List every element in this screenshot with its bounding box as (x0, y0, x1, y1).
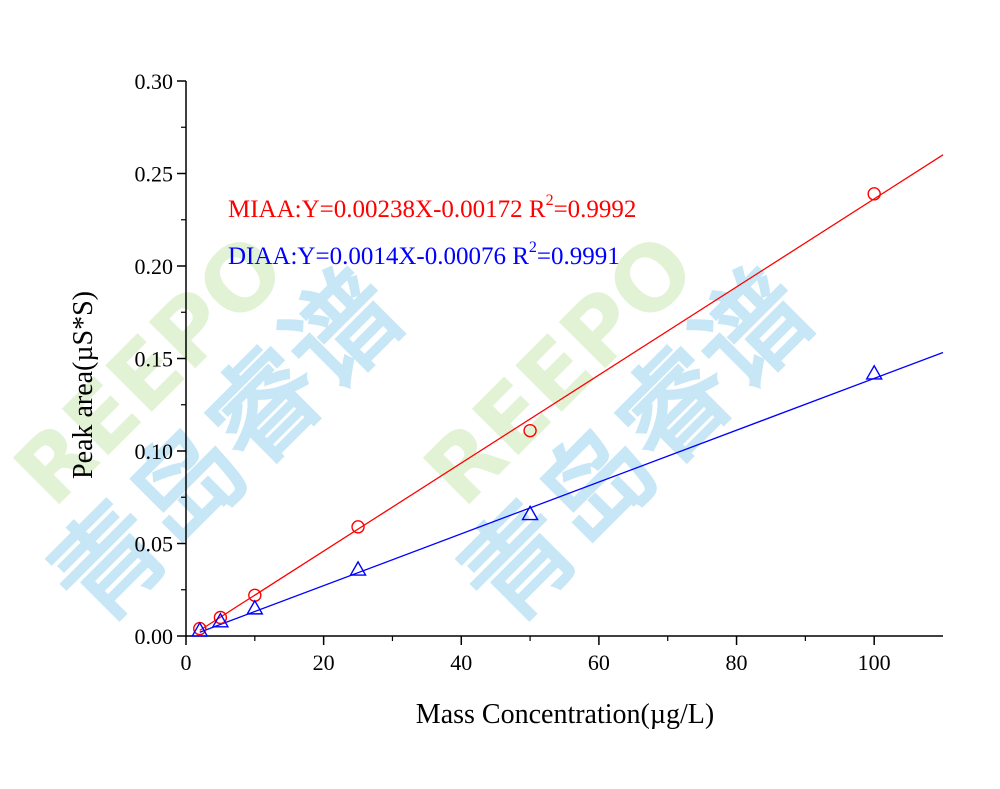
diaa-equation: DIAA:Y=0.0014X-0.00076 R2=0.9991 (228, 239, 620, 270)
x-ticks: 0 20 40 60 80 100 (181, 636, 891, 675)
diaa-point (246, 599, 264, 615)
miaa-point (867, 187, 881, 201)
x-tick-label: 20 (313, 650, 335, 675)
axes: 0 20 40 60 80 100 0.00 0.05 0.10 0.15 0.20 0.25 0.3… (135, 69, 943, 675)
diaa-point (349, 560, 367, 576)
y-tick-label: 0.15 (135, 347, 174, 372)
y-axis-title: Peak area(µS*S) (68, 291, 99, 479)
miaa-point (213, 610, 228, 625)
y-tick-label: 0.00 (135, 624, 174, 649)
miaa-point (193, 621, 207, 636)
x-tick-label: 60 (588, 650, 610, 675)
miaa-r2-superscript: 2 (546, 192, 554, 209)
diaa-r2-superscript: 2 (529, 239, 537, 256)
miaa-fit-line (199, 154, 944, 631)
y-tick-label: 0.20 (135, 254, 174, 279)
diaa-point (865, 364, 883, 380)
miaa-equation: MIAA:Y=0.00238X-0.00172 R2=0.9992 (228, 192, 636, 223)
y-ticks: 0.00 0.05 0.10 0.15 0.20 0.25 0.30 (135, 69, 186, 649)
miaa-point (523, 423, 537, 438)
fit-lines (199, 154, 944, 633)
y-tick-label: 0.10 (135, 439, 174, 464)
diaa-fit-line (199, 351, 944, 633)
y-tick-label: 0.30 (135, 69, 174, 94)
diaa-point (211, 612, 230, 628)
x-tick-label: 0 (181, 650, 192, 675)
x-tick-label: 80 (726, 650, 748, 675)
x-tick-label: 40 (450, 650, 472, 675)
y-tick-label: 0.05 (135, 532, 174, 557)
data-markers (191, 187, 883, 637)
x-tick-label: 100 (858, 650, 891, 675)
y-tick-label: 0.25 (135, 162, 174, 187)
miaa-point (351, 520, 365, 534)
x-axis-title: Mass Concentration(µg/L) (416, 699, 714, 730)
diaa-point (191, 621, 209, 637)
diaa-point (521, 504, 539, 521)
